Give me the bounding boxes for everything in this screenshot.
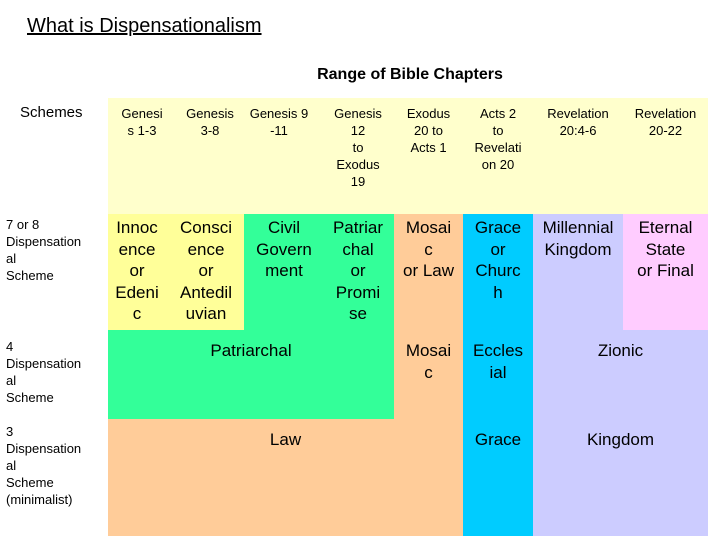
cell-grace-column bbox=[463, 214, 533, 536]
cell-mosaic bbox=[394, 214, 463, 419]
cell-conscience bbox=[176, 214, 244, 330]
header-genesis-12-exodus-19: Genesis 12 to Exodus 19 bbox=[334, 106, 382, 189]
cell-green-block bbox=[244, 214, 394, 419]
dispensation-patriarchal-promise: Patriar chal or Promi se bbox=[332, 218, 384, 323]
header-genesis-1-3: Genesi s 1-3 bbox=[121, 106, 163, 138]
four-ecclesial: Eccles ial bbox=[472, 341, 524, 382]
three-law: Law bbox=[269, 430, 302, 449]
four-zionic: Zionic bbox=[597, 341, 644, 360]
row-label-four: 4 Dispensation al Scheme bbox=[6, 339, 82, 405]
dispensation-mosaic-law: Mosai c or Law bbox=[402, 218, 455, 280]
dispensation-millennial-kingdom: Millennial Kingdom bbox=[542, 218, 614, 259]
four-patriarchal: Patriarchal bbox=[210, 341, 292, 360]
range-label: Range of Bible Chapters bbox=[317, 66, 503, 83]
dispensation-conscience: Consci ence or Antedil uvian bbox=[180, 218, 232, 323]
dispensation-grace-church: Grace or Churc h bbox=[474, 218, 522, 302]
cell-innocence bbox=[108, 214, 176, 330]
header-row-background bbox=[108, 98, 708, 214]
cell-green-lower bbox=[108, 330, 244, 419]
cell-law bbox=[108, 419, 463, 536]
dispensation-civil-government: Civil Govern ment bbox=[256, 218, 312, 280]
four-mosaic: Mosai c bbox=[405, 341, 452, 382]
row-label-schemes: Schemes bbox=[20, 104, 83, 121]
header-revelation-20-22: Revelation 20-22 bbox=[634, 106, 697, 138]
row-label-seven: 7 or 8 Dispensation al Scheme bbox=[6, 217, 82, 283]
header-genesis-3-8: Genesis 3-8 bbox=[186, 106, 234, 138]
header-genesis-9-11: Genesis 9 -11 bbox=[249, 106, 309, 138]
three-grace: Grace bbox=[474, 430, 522, 449]
dispensation-eternal-state: Eternal State or Final bbox=[637, 218, 694, 280]
page-title: What is Dispensationalism bbox=[27, 15, 262, 37]
header-acts-2-revelation-20: Acts 2 to Revelati on 20 bbox=[474, 106, 522, 172]
cell-zionic-kingdom bbox=[533, 330, 708, 536]
header-revelation-20-4-6: Revelation 20:4-6 bbox=[547, 106, 609, 138]
cell-eternal bbox=[623, 214, 708, 330]
three-kingdom: Kingdom bbox=[586, 430, 655, 449]
cell-millennial bbox=[533, 214, 623, 330]
dispensation-innocence: Innoc ence or Edeni c bbox=[115, 218, 159, 323]
header-exodus-20-acts-1: Exodus 20 to Acts 1 bbox=[406, 106, 451, 155]
row-label-three: 3 Dispensation al Scheme (minimalist) bbox=[6, 424, 82, 507]
